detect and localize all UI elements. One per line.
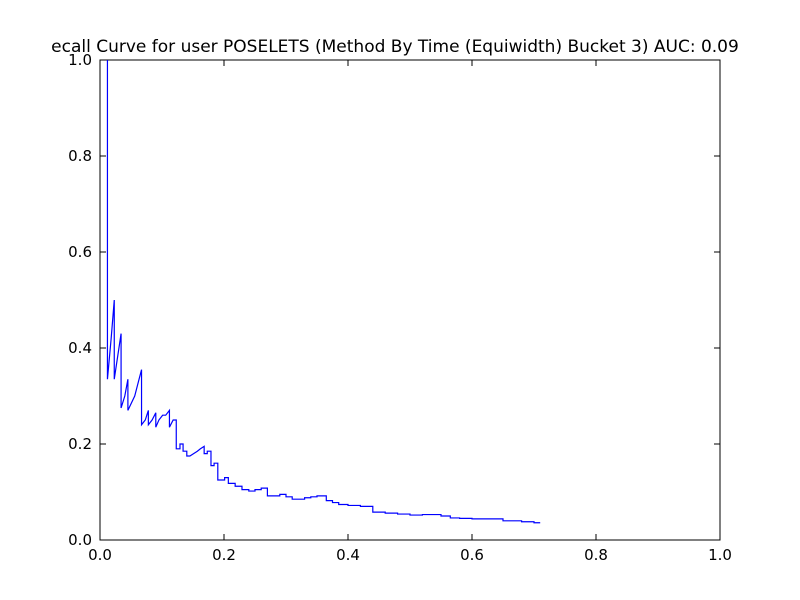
x-tick-label: 0.0 <box>88 546 112 564</box>
x-tick-label: 1.0 <box>708 546 732 564</box>
y-tick-label: 0.2 <box>68 435 92 453</box>
y-tick-label: 0.8 <box>68 147 92 165</box>
y-tick-label: 0.0 <box>68 531 92 549</box>
plot-area <box>99 59 721 541</box>
series-line <box>106 60 541 524</box>
y-tick-label: 0.6 <box>68 243 92 261</box>
chart-title: ecall Curve for user POSELETS (Method By… <box>51 37 739 57</box>
y-tick-label: 1.0 <box>68 51 92 69</box>
x-tick-label: 0.4 <box>336 546 360 564</box>
x-tick-label: 0.2 <box>212 546 236 564</box>
axis-tick-labels: 0.0 0.2 0.4 0.6 0.8 1.0 0.0 0.2 0.4 0.6 0.8 1.0 <box>68 51 732 564</box>
y-tick-label: 0.4 <box>68 339 92 357</box>
x-tick-label: 0.6 <box>460 546 484 564</box>
axis-ticks <box>99 59 721 541</box>
x-tick-label: 0.8 <box>584 546 608 564</box>
